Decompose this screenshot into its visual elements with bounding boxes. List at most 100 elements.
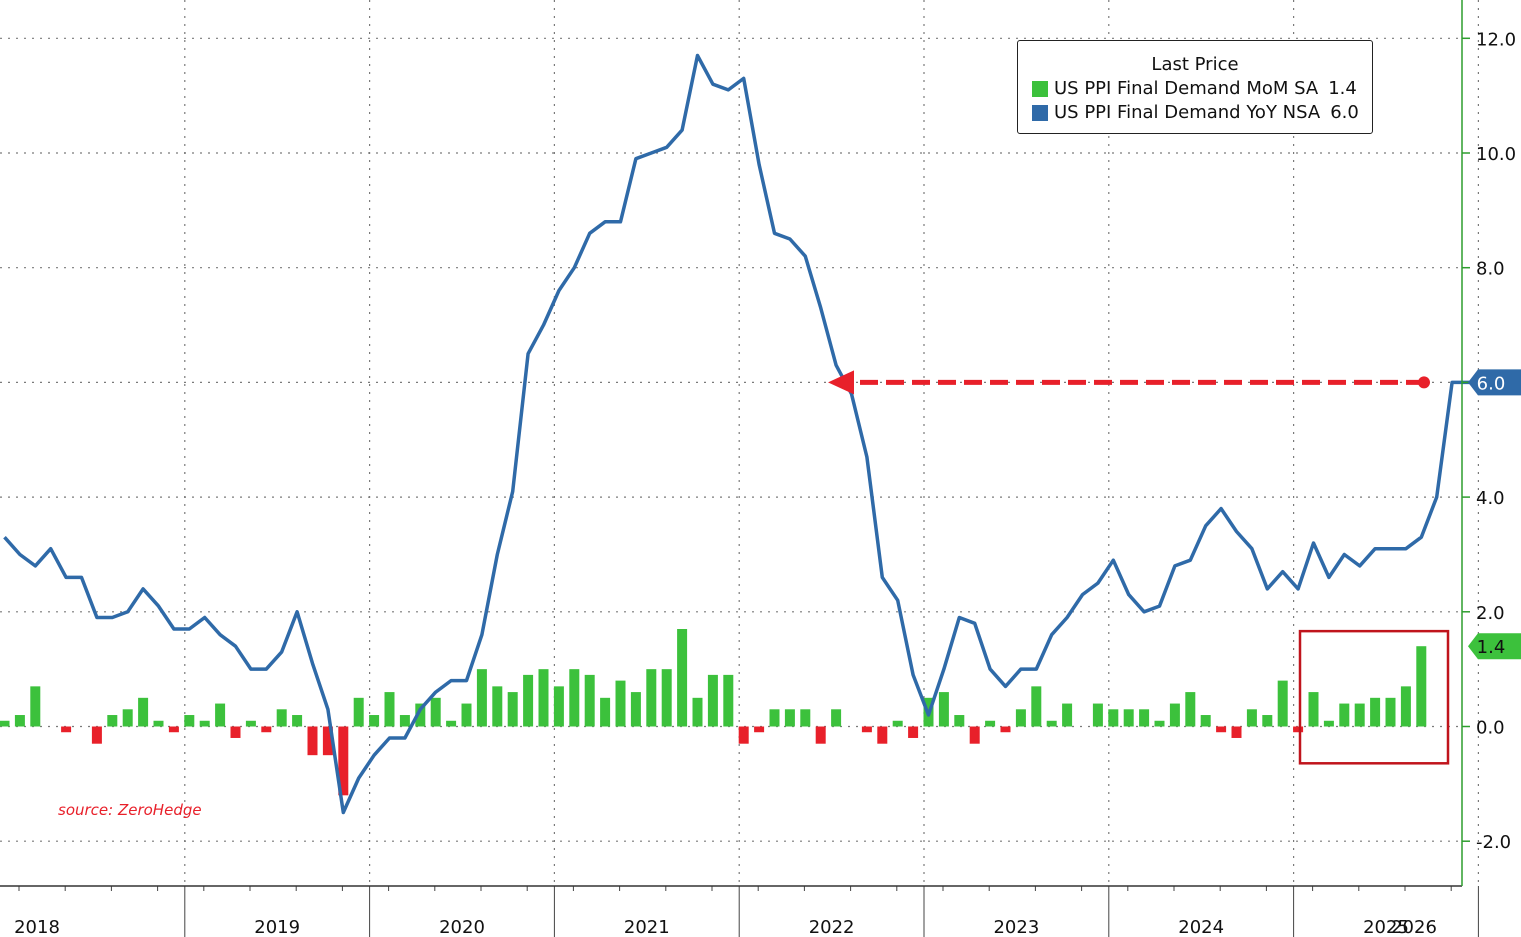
- mom-bar: [276, 709, 287, 727]
- mom-bar: [446, 720, 457, 727]
- badge-yoy: 6.0: [1468, 369, 1521, 396]
- y-tick-label: 8.0: [1476, 259, 1505, 280]
- mom-bar: [630, 692, 641, 727]
- mom-bars: [0, 629, 1427, 796]
- x-year-label: 2025: [1363, 917, 1409, 937]
- mom-bar: [553, 686, 564, 727]
- y-tick-label: 12.0: [1476, 29, 1516, 50]
- mom-bar: [1200, 715, 1211, 727]
- mom-bar: [492, 686, 503, 727]
- mom-bar: [908, 726, 919, 738]
- mom-bar: [1123, 709, 1134, 727]
- mom-bar: [800, 709, 811, 727]
- mom-bar: [1293, 726, 1304, 733]
- badge-yoy-label: 6.0: [1477, 373, 1506, 394]
- mom-bar: [1385, 697, 1396, 727]
- x-year-label: 2022: [809, 917, 855, 937]
- x-year-label: 2019: [254, 917, 300, 937]
- mom-bar: [831, 709, 842, 727]
- legend-label-mom: US PPI Final Demand MoM SA: [1054, 78, 1319, 99]
- highlight-box: [1298, 629, 1450, 765]
- mom-bar: [892, 720, 903, 727]
- mom-bar: [0, 720, 10, 727]
- legend-swatch-yoy: [1032, 105, 1048, 121]
- mom-bar: [107, 715, 118, 727]
- mom-bar: [353, 697, 364, 727]
- badge-yoy-shape: [1468, 369, 1521, 396]
- mom-bar: [1092, 703, 1103, 727]
- y-tick-label: -2.0: [1476, 832, 1511, 853]
- highlight-box-layer: [1298, 629, 1450, 765]
- mom-bar: [1400, 686, 1411, 727]
- source-note: source: ZeroHedge: [58, 801, 202, 819]
- mom-bar: [707, 674, 718, 727]
- mom-bar: [369, 715, 380, 727]
- legend-value-mom: 1.4: [1328, 78, 1357, 99]
- badge-mom: 1.4: [1468, 633, 1521, 660]
- badge-mom-shape: [1468, 633, 1521, 660]
- badge-mom-label: 1.4: [1477, 637, 1506, 658]
- mom-bar: [1154, 720, 1165, 727]
- mom-bar: [61, 726, 72, 733]
- yoy-line-layer: [3, 53, 1521, 815]
- y-tick-label: 4.0: [1476, 488, 1505, 509]
- mom-bar: [1354, 703, 1365, 727]
- mom-bar: [261, 726, 272, 733]
- mom-bar: [14, 715, 25, 727]
- mom-bar: [1046, 720, 1057, 727]
- mom-bar: [138, 697, 149, 727]
- mom-bar: [754, 726, 765, 733]
- mom-bar: [523, 674, 534, 727]
- mom-bar: [584, 674, 595, 727]
- legend-swatch-mom: [1032, 81, 1048, 97]
- mom-bar: [1031, 686, 1042, 727]
- x-year-label: 2020: [439, 917, 485, 937]
- mom-bar: [938, 692, 949, 727]
- mom-bar: [1231, 726, 1242, 738]
- mom-bar: [399, 715, 410, 727]
- x-year-label: 2024: [1178, 917, 1224, 937]
- y-tick-label: 2.0: [1476, 603, 1505, 624]
- mom-bar: [184, 715, 195, 727]
- mom-bar: [245, 720, 256, 727]
- x-year-label: 2018: [14, 917, 60, 937]
- mom-bar: [199, 720, 210, 727]
- mom-bar: [861, 726, 872, 733]
- x-year-label: 2026: [1391, 917, 1437, 937]
- mom-bar: [985, 720, 996, 727]
- mom-bar: [30, 686, 41, 727]
- mom-bar: [969, 726, 980, 744]
- mom-bar: [646, 669, 657, 727]
- mom-bar: [153, 720, 164, 727]
- y-tick-label: 0.0: [1476, 718, 1505, 739]
- mom-bar: [738, 726, 749, 744]
- mom-bar: [600, 697, 611, 727]
- mom-bar: [384, 692, 395, 727]
- mom-bar: [661, 669, 672, 727]
- legend-title: Last Price: [1151, 54, 1239, 75]
- mom-bar: [815, 726, 826, 744]
- mom-bar: [723, 674, 734, 727]
- mom-bar: [461, 703, 472, 727]
- legend-item-mom: US PPI Final Demand MoM SA 1.4: [1018, 77, 1372, 101]
- mom-bar: [307, 726, 318, 756]
- mom-bar: [1000, 726, 1011, 733]
- mom-bar: [215, 703, 226, 727]
- x-year-label: 2023: [993, 917, 1039, 937]
- mom-bar: [122, 709, 133, 727]
- mom-bar: [877, 726, 888, 744]
- mom-bar: [168, 726, 179, 733]
- mom-bar: [1185, 692, 1196, 727]
- legend-item-yoy: US PPI Final Demand YoY NSA 6.0: [1018, 101, 1372, 125]
- mom-bar: [1416, 646, 1427, 727]
- mom-bar: [507, 692, 518, 727]
- arrow-head: [828, 370, 854, 395]
- yoy-line: [3, 53, 1521, 815]
- y-tick-label: 10.0: [1476, 144, 1516, 165]
- mom-bar: [954, 715, 965, 727]
- legend: Last Price US PPI Final Demand MoM SA 1.…: [1017, 40, 1373, 134]
- mom-bar: [1015, 709, 1026, 727]
- mom-bar: [1216, 726, 1227, 733]
- mom-bar: [415, 703, 426, 727]
